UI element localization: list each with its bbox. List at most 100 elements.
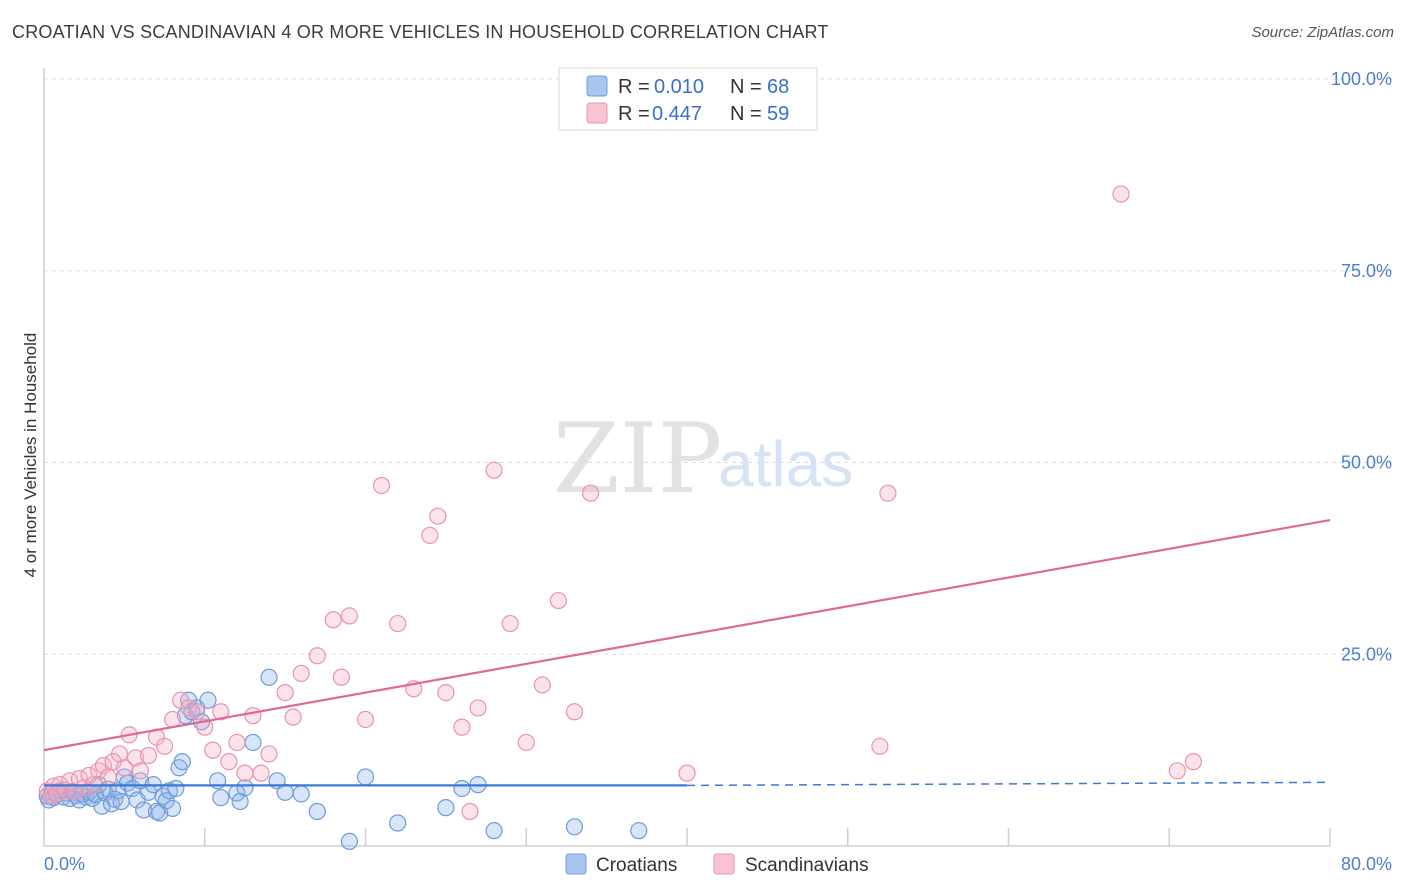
series-scandinavians: [38, 185, 1202, 821]
source-credit: Source: ZipAtlas.com: [1251, 24, 1394, 41]
croatian-point: [112, 792, 130, 811]
croatian-point: [276, 783, 294, 801]
scandinavian-point: [204, 741, 222, 759]
bottom-legend-croatians: Croatians: [596, 855, 677, 876]
croatian-point: [212, 789, 230, 807]
bottom-legend-swatch-croatians: [565, 853, 587, 875]
croatian-point: [565, 818, 584, 836]
legend-swatch-croatians: [586, 75, 608, 97]
scandinavian-point: [324, 611, 342, 629]
tick-labels: 25.0% 50.0% 75.0% 100.0% 0.0% 80.0%: [44, 69, 1392, 874]
scandinavian-point: [879, 484, 897, 502]
scandinavian-point: [581, 484, 600, 502]
legend-scandinavians-r-label: R =: [618, 103, 650, 125]
scandinavian-point: [244, 707, 262, 725]
croatian-point: [437, 799, 455, 817]
legend-croatians-n-value: 68: [767, 76, 789, 98]
scandinavian-point: [678, 764, 696, 782]
croatian-point: [199, 691, 217, 709]
scandinavian-point: [1168, 762, 1186, 780]
scandinavian-point: [871, 737, 889, 755]
scandinavian-point: [188, 703, 206, 721]
croatian-point: [292, 785, 310, 803]
scandinavian-point: [461, 802, 479, 821]
scandinavian-point: [429, 507, 447, 525]
scandinavian-point: [356, 710, 375, 729]
scandinavian-point: [469, 699, 487, 717]
legend-scandinavians-n-label: N =: [730, 103, 762, 125]
scandinavian-point: [292, 664, 310, 683]
scandinavian-point: [276, 683, 294, 702]
legend: R = 0.010 N = 68 R = 0.447 N = 59: [558, 67, 818, 131]
scandinavian-point: [99, 768, 117, 786]
scandinavian-point: [308, 647, 326, 665]
scandinavian-point: [549, 591, 568, 610]
scandinavian-point: [115, 759, 133, 777]
scandinavian-point: [127, 749, 145, 767]
y-tick-label: 50.0%: [1341, 453, 1392, 473]
croatian-point: [485, 822, 503, 840]
legend-scandinavians-n-value: 59: [767, 103, 789, 125]
bottom-legend-swatch-scandinavians: [713, 853, 735, 875]
scandinavian-point: [228, 733, 246, 752]
scandinavian-point: [284, 708, 302, 726]
x-tick-label: 80.0%: [1341, 854, 1392, 874]
scandinavian-point: [212, 703, 230, 721]
watermark-atlas: atlas: [718, 428, 853, 500]
scandinavian-point: [139, 746, 158, 765]
croatian-point: [356, 768, 375, 786]
croatian-point: [453, 779, 471, 798]
croatian-point: [389, 814, 407, 832]
croatian-point: [630, 822, 648, 840]
y-tick-label: 25.0%: [1341, 644, 1392, 664]
croatian-point: [135, 801, 153, 819]
trend-line-croatians-extension: [686, 781, 1331, 787]
croatian-point: [260, 668, 278, 686]
scandinavian-point: [155, 737, 174, 755]
scandinavian-point: [501, 614, 519, 633]
y-tick-label: 100.0%: [1331, 69, 1392, 89]
legend-swatch-scandinavians: [586, 102, 608, 124]
scandinavian-point: [1112, 185, 1130, 203]
axes: [43, 68, 1331, 847]
croatian-point: [164, 799, 182, 818]
gridlines: [44, 78, 1392, 655]
scandinavian-point: [332, 668, 350, 686]
x-tick-label: 0.0%: [44, 854, 85, 874]
trend-lines: [43, 518, 1331, 787]
scandinavian-point: [372, 476, 391, 495]
bottom-legend: Croatians Scandinavians: [565, 853, 869, 876]
scandinavian-point: [389, 614, 407, 633]
scandinavian-point: [180, 699, 198, 717]
trend-line-scandinavians: [43, 518, 1331, 752]
croatian-point: [173, 753, 191, 771]
legend-scandinavians-r-value: 0.447: [652, 103, 702, 125]
scandinavian-point: [220, 753, 238, 771]
scandinavian-point: [1184, 753, 1202, 771]
scandinavian-point: [533, 676, 551, 694]
scandinavian-point: [252, 764, 270, 782]
chart-title: CROATIAN VS SCANDINAVIAN 4 OR MORE VEHIC…: [12, 22, 829, 42]
scandinavian-point: [80, 766, 98, 785]
legend-croatians-r-value: 0.010: [654, 76, 704, 98]
croatian-point: [167, 779, 185, 798]
legend-croatians-r-label: R =: [618, 76, 650, 98]
scandinavian-point: [565, 703, 584, 721]
watermark-zip: ZIP: [553, 403, 722, 515]
y-tick-label: 75.0%: [1341, 261, 1392, 281]
scandinavian-point: [340, 607, 359, 625]
bottom-legend-scandinavians: Scandinavians: [745, 855, 869, 876]
croatian-point: [340, 832, 359, 850]
croatian-point: [236, 779, 254, 797]
scandinavian-point: [453, 718, 471, 736]
scandinavian-point: [131, 762, 150, 780]
croatian-point: [308, 802, 326, 821]
scandinavian-point: [437, 683, 455, 702]
scandinavian-point: [90, 762, 108, 780]
croatian-point: [244, 733, 262, 752]
y-axis-label: 4 or more Vehicles in Household: [21, 333, 40, 578]
scandinavian-point: [260, 745, 278, 763]
scandinavian-point: [517, 733, 535, 752]
scandinavian-point: [236, 764, 254, 782]
